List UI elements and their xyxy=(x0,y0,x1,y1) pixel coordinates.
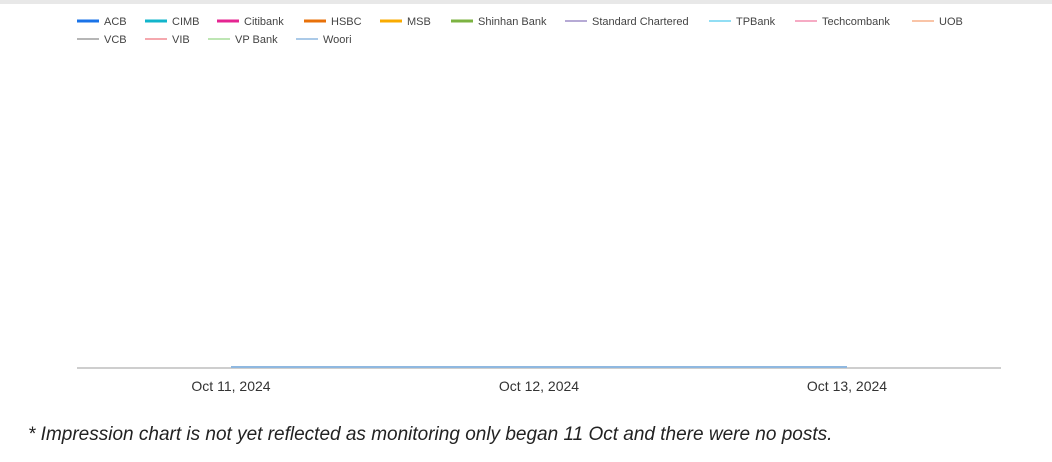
legend-label: Woori xyxy=(323,34,352,46)
legend-label: VP Bank xyxy=(235,34,278,46)
legend-item-shinhan-bank[interactable]: Shinhan Bank xyxy=(451,16,547,28)
legend-item-msb[interactable]: MSB xyxy=(380,16,431,28)
x-tick-label: Oct 12, 2024 xyxy=(499,378,579,394)
x-tick-label: Oct 13, 2024 xyxy=(807,378,887,394)
legend-label: Standard Chartered xyxy=(592,16,689,28)
legend-item-vp-bank[interactable]: VP Bank xyxy=(208,34,278,46)
x-axis-ticks: Oct 11, 2024 Oct 12, 2024 Oct 13, 2024 xyxy=(191,378,887,394)
legend-item-cimb[interactable]: CIMB xyxy=(145,16,200,28)
legend-item-standard-chartered[interactable]: Standard Chartered xyxy=(565,16,689,28)
legend-label: ACB xyxy=(104,16,127,28)
top-bar xyxy=(0,0,1052,4)
legend-label: CIMB xyxy=(172,16,200,28)
legend-label: TPBank xyxy=(736,16,776,28)
chart-svg: ACB CIMB Citibank HSBC MSB Shinhan Bank Standa… xyxy=(77,16,1001,394)
legend-label: Techcombank xyxy=(822,16,890,28)
legend-label: VCB xyxy=(104,34,127,46)
legend-label: VIB xyxy=(172,34,190,46)
legend-item-woori[interactable]: Woori xyxy=(296,34,352,46)
legend-item-uob[interactable]: UOB xyxy=(912,16,963,28)
x-tick-label: Oct 11, 2024 xyxy=(191,378,270,394)
footnote: * Impression chart is not yet reflected … xyxy=(28,424,833,445)
legend-label: UOB xyxy=(939,16,963,28)
legend-item-citibank[interactable]: Citibank xyxy=(217,16,284,28)
legend-item-vib[interactable]: VIB xyxy=(145,34,190,46)
legend-item-vcb[interactable]: VCB xyxy=(77,34,127,46)
legend-label: Citibank xyxy=(244,16,284,28)
legend-item-acb[interactable]: ACB xyxy=(77,16,127,28)
legend-item-tpbank[interactable]: TPBank xyxy=(709,16,776,28)
legend-label: Shinhan Bank xyxy=(478,16,547,28)
line-chart: ACB CIMB Citibank HSBC MSB Shinhan Bank Standa… xyxy=(77,16,1001,394)
legend-label: HSBC xyxy=(331,16,362,28)
chart-legend: ACB CIMB Citibank HSBC MSB Shinhan Bank Standa… xyxy=(77,16,963,46)
legend-label: MSB xyxy=(407,16,431,28)
legend-item-techcombank[interactable]: Techcombank xyxy=(795,16,890,28)
legend-item-hsbc[interactable]: HSBC xyxy=(304,16,362,28)
